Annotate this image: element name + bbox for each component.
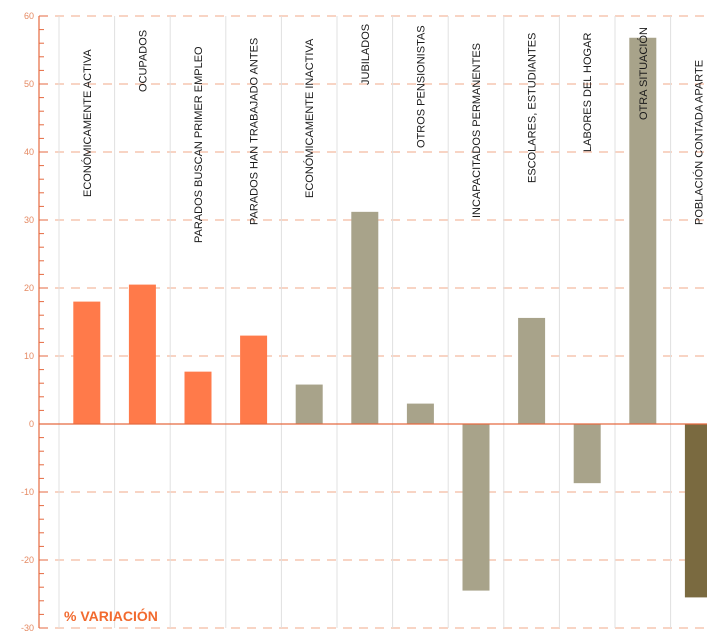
category-label: OTROS PENSIONISTAS (415, 25, 427, 148)
y-tick-label: -10 (21, 487, 34, 497)
category-label: ECONÓMICAMENTE INACTIVA (303, 38, 316, 198)
y-tick-label: -20 (21, 555, 34, 565)
category-label: ESCOLARES, ESTUDIANTES (527, 33, 539, 183)
bar (684, 424, 707, 598)
bar (406, 403, 434, 424)
y-tick-label: 40 (24, 147, 34, 157)
y-tick-label: -30 (21, 623, 34, 632)
y-tick-label: 50 (24, 79, 34, 89)
bar (73, 301, 101, 424)
y-tick-label: 20 (24, 283, 34, 293)
category-label: INCAPACITADOS PERMANENTES (471, 43, 483, 218)
category-label: OTRA SITUACIÓN (637, 27, 650, 120)
category-label: PARADOS BUSCAN PRIMER EMPLEO (193, 46, 205, 243)
category-label: ECONÓMICAMENTE ACTIVA (81, 49, 94, 197)
category-label: LABORES DEL HOGAR (582, 33, 594, 152)
y-axis (38, 15, 707, 629)
category-label: OCUPADOS (137, 30, 149, 92)
bar (573, 424, 601, 484)
y-tick-label: 30 (24, 215, 34, 225)
category-label: POBLACIÓN CONTADA APARTE (692, 60, 705, 225)
bar (128, 284, 156, 424)
y-tick-label: 60 (24, 11, 34, 21)
bar (351, 211, 379, 424)
category-labels: ECONÓMICAMENTE ACTIVA OCUPADOS PARADOS BUS… (81, 24, 706, 243)
bar (629, 37, 657, 424)
y-axis-label: % VARIACIÓN (64, 607, 158, 624)
bar (184, 371, 212, 424)
y-tick-label: 10 (24, 351, 34, 361)
bar (462, 424, 490, 591)
bar (240, 335, 268, 424)
bar (518, 317, 546, 424)
bars (73, 37, 707, 598)
y-tick-label: 0 (29, 419, 34, 429)
category-label: JUBILADOS (360, 24, 372, 85)
y-tick-labels: 60 50 40 30 20 10 0 -10 -20 -30 (21, 11, 34, 632)
category-label: PARADOS HAN TRABAJADO ANTES (249, 38, 261, 225)
category-separators (58, 16, 672, 628)
bar (295, 384, 323, 424)
